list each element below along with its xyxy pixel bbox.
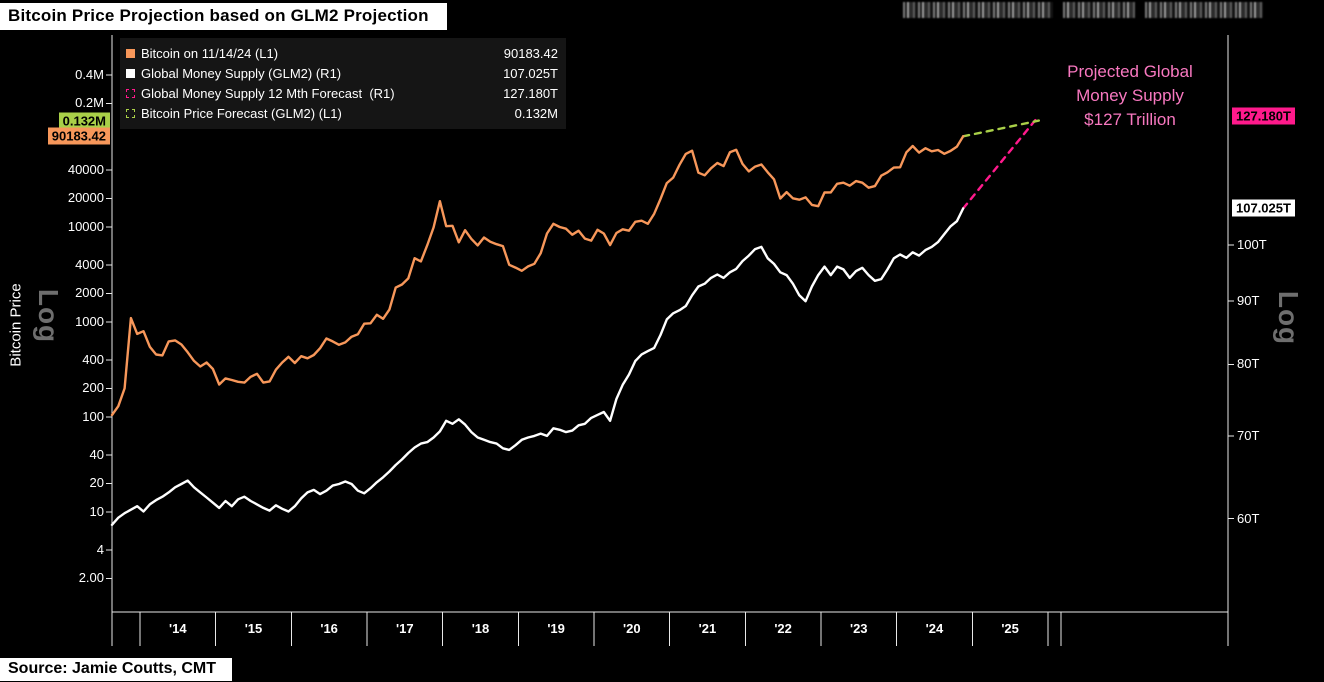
redacted-block xyxy=(1063,2,1135,18)
annotation-line-3: $127 Trillion xyxy=(1084,110,1176,129)
glm2-forecast-end-value-label: 127.180T xyxy=(1232,107,1295,125)
legend-row-glm2: Global Money Supply (GLM2) (R1) 107.025T xyxy=(126,63,558,83)
redacted-block xyxy=(903,2,1053,18)
annotation-line-1: Projected Global xyxy=(1067,62,1193,81)
glm2-last-value-label: 107.025T xyxy=(1232,199,1295,217)
annotation-line-2: Money Supply xyxy=(1076,86,1184,105)
legend-value-glm2-forecast: 127.180T xyxy=(503,85,558,101)
chart-title: Bitcoin Price Projection based on GLM2 P… xyxy=(0,3,447,30)
projection-annotation: Projected Global Money Supply $127 Trill… xyxy=(1042,60,1218,132)
glm2-forecast-swatch-icon xyxy=(126,88,135,98)
legend-label-bitcoin: Bitcoin on 11/14/24 (L1) xyxy=(141,45,279,61)
legend-value-btc-forecast: 0.132M xyxy=(514,105,558,121)
redacted-terminal-text xyxy=(903,2,1263,18)
legend-label-glm2: Global Money Supply (GLM2) (R1) xyxy=(141,65,342,81)
bitcoin-forecast-end-value-label: 0.132M xyxy=(58,112,110,130)
glm2-series-swatch-icon xyxy=(126,68,135,78)
legend-label-btc-forecast: Bitcoin Price Forecast (GLM2) (L1) xyxy=(141,105,342,121)
legend-label-glm2-forecast: Global Money Supply 12 Mth Forecast (R1) xyxy=(141,85,395,101)
legend-value-glm2: 107.025T xyxy=(503,65,558,81)
legend-row-glm2-forecast: Global Money Supply 12 Mth Forecast (R1)… xyxy=(126,83,558,103)
chart-legend: Bitcoin on 11/14/24 (L1) 90183.42 Global… xyxy=(120,38,566,129)
source-credit: Source: Jamie Coutts, CMT xyxy=(0,658,233,681)
left-log-scale-label: Log xyxy=(33,288,64,344)
right-log-scale-label: Log xyxy=(1273,290,1304,346)
left-axis-title: Bitcoin Price xyxy=(7,283,25,367)
btc-forecast-swatch-icon xyxy=(126,108,135,118)
legend-row-bitcoin: Bitcoin on 11/14/24 (L1) 90183.42 xyxy=(126,43,558,63)
bitcoin-series-swatch-icon xyxy=(126,48,135,58)
legend-row-btc-forecast: Bitcoin Price Forecast (GLM2) (L1) 0.132… xyxy=(126,103,558,123)
legend-value-bitcoin: 90183.42 xyxy=(503,45,558,61)
redacted-block xyxy=(1145,2,1263,18)
bitcoin-last-price-label: 90183.42 xyxy=(47,127,110,145)
